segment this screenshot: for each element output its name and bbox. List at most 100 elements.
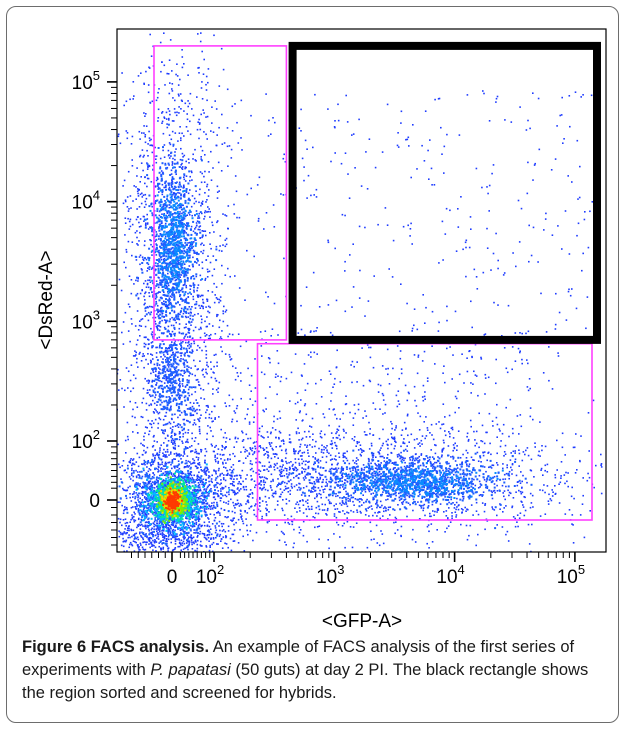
event-dot [452,458,455,460]
event-dot [405,474,408,476]
event-dot [147,166,149,168]
event-dot [278,495,281,498]
event-dot [194,365,197,367]
event-dot [263,437,265,439]
event-dot [253,509,255,511]
event-dot [593,486,595,489]
event-dot [162,432,164,434]
event-dot [154,387,156,390]
event-dot [289,467,291,470]
event-dot [189,472,192,475]
event-dot [220,497,223,499]
event-dot [168,454,170,456]
event-dot [144,176,146,179]
event-dot [572,446,575,449]
event-dot [165,359,167,361]
event-dot [130,458,132,460]
event-dot [201,230,204,232]
event-dot [558,502,561,504]
event-dot [246,474,248,476]
event-dot [283,475,286,477]
event-dot [200,498,202,500]
event-dot [346,474,348,476]
event-dot [175,194,177,196]
event-dot [191,432,193,435]
event-dot [516,514,519,516]
event-dot [445,478,448,480]
event-dot [261,465,264,467]
event-dot [222,487,225,489]
event-dot [163,257,166,260]
event-dot [268,511,270,513]
event-dot [180,274,183,276]
event-dot [298,450,300,453]
event-dot [361,504,363,506]
event-dot [143,491,145,493]
event-dot [144,299,146,301]
event-dot [171,88,173,90]
event-dot [224,485,227,488]
event-dot [154,316,157,319]
event-dot [170,365,173,368]
event-dot [188,332,191,334]
event-dot [145,402,148,405]
event-dot [252,421,255,423]
event-dot [202,109,204,111]
event-dot [174,433,177,436]
event-dot [206,183,209,186]
event-dot [468,486,471,489]
event-dot [134,231,137,234]
event-dot [131,415,134,418]
event-dot [209,528,212,530]
event-dot [505,485,507,488]
event-dot [251,492,254,495]
event-dot [285,469,288,472]
event-dot [492,425,494,427]
event-dot [193,488,196,491]
event-dot [355,522,358,524]
event-dot [144,325,147,328]
event-dot [195,262,198,264]
event-dot [180,355,182,357]
event-dot [187,460,190,463]
event-dot [123,509,126,511]
event-dot [144,291,147,293]
event-dot [277,478,279,480]
figure-frame [6,6,619,723]
event-dot [141,196,144,198]
event-dot [466,465,468,467]
event-dot [252,442,255,444]
event-dot [468,534,470,537]
event-dot [496,462,498,464]
event-dot [336,463,339,466]
event-dot [178,181,181,184]
event-dot [207,310,209,313]
event-dot [261,500,264,502]
event-dot [148,508,150,510]
event-dot [244,451,246,453]
event-dot [454,478,456,481]
event-dot [236,499,239,502]
event-dot [366,434,368,436]
event-dot [150,311,152,313]
event-dot [211,445,213,447]
event-dot [146,270,148,272]
event-dot [376,502,378,504]
event-dot [573,497,575,500]
event-dot [242,486,245,489]
event-dot [365,510,368,512]
event-dot [151,476,154,478]
event-dot [354,467,357,469]
event-dot [194,549,196,552]
event-dot [148,473,151,476]
event-dot [150,181,153,183]
event-dot [517,525,519,528]
event-dot [180,206,182,208]
event-dot [189,92,192,95]
event-dot [203,510,206,513]
event-dot [165,186,167,189]
event-dot [206,467,209,470]
event-dot [201,149,204,152]
event-dot [146,536,148,539]
event-dot [164,222,167,225]
